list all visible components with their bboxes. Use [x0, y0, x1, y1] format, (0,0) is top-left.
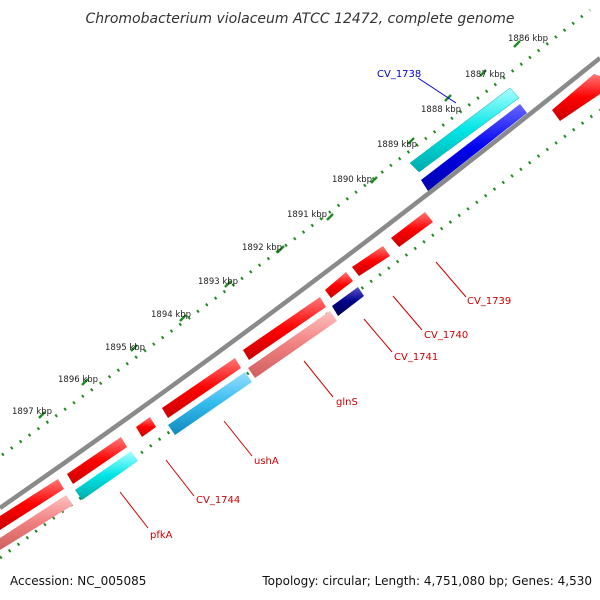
gene-label-cv1741: CV_1741 — [394, 352, 438, 363]
kbp-label: 1896 kbp — [58, 375, 98, 385]
kbp-label: 1889 kbp — [377, 140, 417, 150]
gene-small-fwd[interactable] — [136, 417, 156, 437]
genome-backbone — [0, 56, 600, 510]
kbp-label: 1892 kbp — [242, 243, 282, 253]
gene-label-cv1740: CV_1740 — [424, 330, 468, 341]
kbp-label: 1895 kbp — [105, 343, 145, 353]
reverse-strand-genes — [0, 104, 527, 550]
forward-strand-genes — [0, 74, 600, 530]
gene-label-glns: glnS — [336, 397, 358, 408]
gene-usha-fwd[interactable] — [162, 358, 241, 418]
gene-cv1739[interactable] — [391, 212, 433, 247]
gene-glns[interactable] — [248, 311, 337, 378]
gene-usha[interactable] — [168, 372, 252, 435]
kbp-label: 1886 kbp — [508, 34, 548, 44]
gene-pfka[interactable] — [0, 495, 73, 550]
gene-label-cv1738: CV_1738 — [377, 69, 421, 80]
gene-left-fwd[interactable] — [0, 479, 64, 530]
kbp-label: 1888 kbp — [421, 105, 461, 115]
kbp-label: 1897 kbp — [12, 407, 52, 417]
gene-cv1741-fwd[interactable] — [325, 272, 353, 298]
accession-text: Accession: NC_005085 — [10, 574, 146, 588]
gene-cv1738-rev[interactable] — [421, 104, 527, 191]
gene-glns-fwd[interactable] — [243, 297, 326, 360]
kbp-labels: 1886 kbp 1887 kbp 1888 kbp 1889 kbp 1890… — [12, 34, 548, 417]
kbp-label: 1890 kbp — [332, 175, 372, 185]
kbp-label: 1891 kbp — [287, 210, 327, 220]
major-ticks — [38, 40, 521, 419]
kbp-label: 1887 kbp — [465, 70, 505, 80]
gene-label-usha: ushA — [254, 456, 279, 467]
gene-labels: CV_1738 CV_1739 CV_1740 CV_1741 glnS ush… — [150, 69, 511, 541]
gene-cv1744-fwd[interactable] — [67, 437, 127, 484]
topology-summary: Topology: circular; Length: 4,751,080 bp… — [261, 574, 592, 588]
label-leaders — [119, 77, 467, 529]
gene-cv1738[interactable] — [409, 87, 520, 173]
gene-label-pfka: pfkA — [150, 530, 173, 541]
gene-cv1740[interactable] — [352, 246, 390, 276]
kbp-label: 1893 kbp — [198, 277, 238, 287]
gene-cv1741[interactable] — [332, 287, 364, 316]
gene-forward-right[interactable] — [552, 74, 600, 121]
gene-cv1744[interactable] — [75, 451, 138, 500]
map-title: Chromobacterium violaceum ATCC 12472, co… — [85, 11, 514, 27]
kbp-label: 1894 kbp — [151, 310, 191, 320]
gene-label-cv1744: CV_1744 — [196, 495, 240, 506]
gene-label-cv1739: CV_1739 — [467, 296, 511, 307]
